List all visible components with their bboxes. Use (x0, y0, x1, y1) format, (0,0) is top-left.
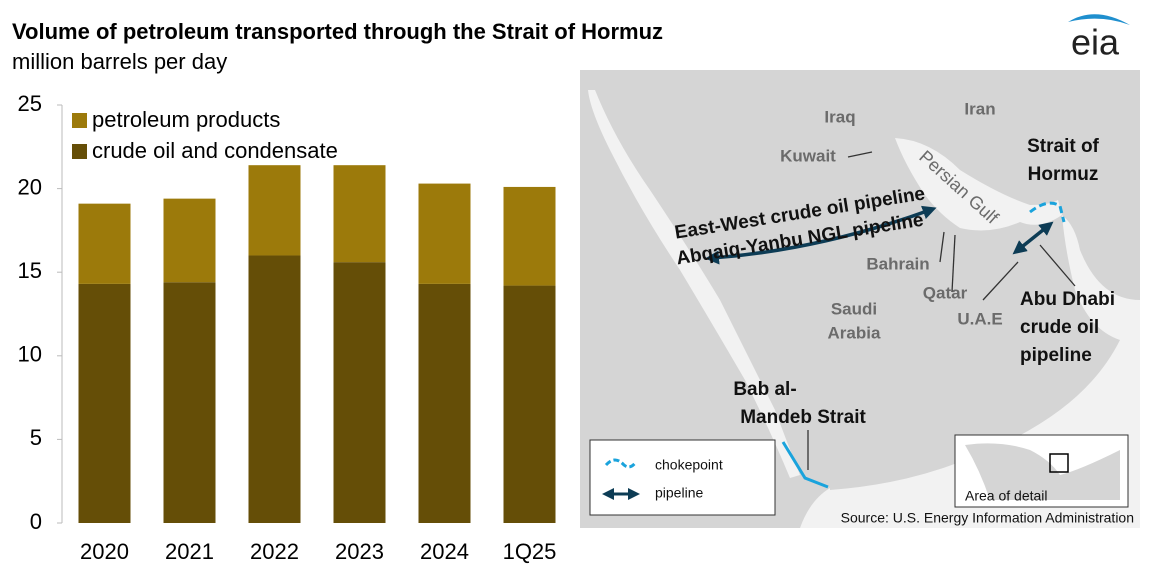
persian-gulf (895, 138, 1062, 231)
chart-title: Volume of petroleum transported through … (12, 19, 663, 44)
x-tick-label: 1Q25 (503, 539, 557, 564)
x-tick-label: 2022 (250, 539, 299, 564)
map-label: Saudi (831, 299, 877, 318)
map-legend-label: pipeline (655, 485, 703, 501)
map-label: Arabia (828, 323, 881, 342)
legend-chokepoint-symbol (604, 458, 638, 469)
y-tick-label: 15 (18, 258, 42, 283)
map-label: Bab al- (733, 379, 796, 400)
bar (333, 262, 386, 523)
y-tick-label: 25 (18, 91, 42, 116)
map-legend-label: chokepoint (655, 457, 723, 473)
bar (78, 203, 131, 284)
red-sea (588, 90, 800, 478)
east-west-pipeline (705, 205, 937, 265)
legend-label: petroleum products (92, 107, 280, 132)
map-label: Kuwait (780, 146, 836, 165)
source: Source: U.S. Energy Information Administ… (841, 510, 1134, 526)
bar (163, 198, 216, 283)
map-label: Bahrain (866, 254, 929, 273)
bar (78, 283, 131, 523)
x-tick-label: 2024 (420, 539, 469, 564)
map-label: Mandeb Strait (740, 407, 866, 428)
x-tick-label: 2021 (165, 539, 214, 564)
map-label: Strait of (1027, 136, 1099, 157)
legend-swatch (72, 113, 87, 128)
y-tick-label: 10 (18, 342, 42, 367)
map-label: U.A.E (957, 309, 1002, 328)
map-label: Abu Dhabi (1020, 289, 1115, 310)
logo: eia (1071, 22, 1120, 63)
bar (418, 183, 471, 284)
x-tick-label: 2023 (335, 539, 384, 564)
map-label: Qatar (923, 283, 968, 302)
map-label: Iran (964, 99, 995, 118)
bar (418, 283, 471, 523)
map-label: Hormuz (1028, 164, 1099, 185)
bab-al-mandeb-chokepoint (781, 441, 829, 489)
y-tick-label: 20 (18, 174, 42, 199)
x-tick-label: 2020 (80, 539, 129, 564)
inset-label: Area of detail (965, 488, 1048, 504)
chart-subtitle: million barrels per day (12, 49, 227, 74)
bar (503, 285, 556, 523)
map-label: pipeline (1020, 345, 1092, 366)
map-legend-box (589, 439, 776, 516)
legend-swatch (72, 144, 87, 159)
map-label: crude oil (1020, 317, 1099, 338)
logo-swoosh (1068, 14, 1130, 25)
legend-label: crude oil and condensate (92, 138, 338, 163)
bar (333, 165, 386, 263)
bar (248, 165, 301, 256)
bar (163, 282, 216, 523)
inset-area (1049, 453, 1069, 473)
y-tick-label: 0 (30, 509, 42, 534)
bar (248, 255, 301, 524)
inset-land (965, 443, 1120, 500)
hormuz-chokepoint (1029, 201, 1066, 223)
y-tick-label: 5 (30, 425, 42, 450)
gulf-of-aden (800, 488, 830, 528)
map-label: Iraq (824, 107, 855, 126)
leader-lines (807, 151, 1076, 470)
abu-dhabi-pipeline (1012, 221, 1054, 255)
bar (503, 186, 556, 286)
